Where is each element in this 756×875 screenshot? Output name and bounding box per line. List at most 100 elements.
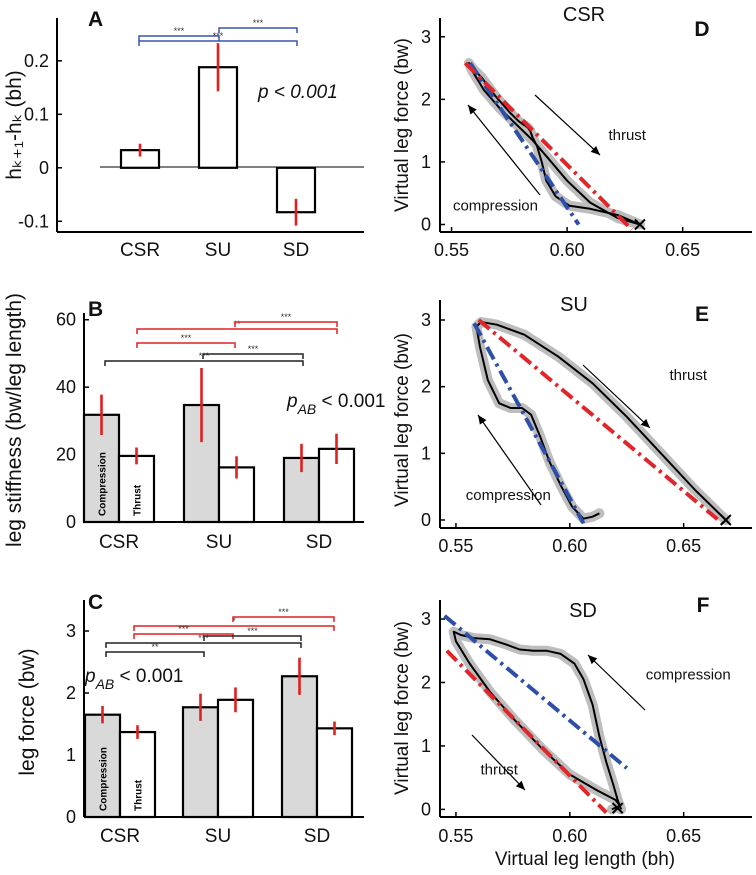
y-tick-label: 0 [66, 512, 76, 532]
end-marker [720, 514, 732, 526]
x-tick-label: 0.55 [438, 826, 473, 846]
phase-label-thrust: thrust [608, 127, 646, 144]
significance-bracket [232, 616, 335, 622]
panel-c-ylabel: leg force (bw) [16, 648, 39, 775]
y-tick-label: 3 [421, 609, 431, 629]
panel-e-ylabel: Virtual leg force (bw) [392, 333, 413, 507]
significance-bracket [104, 360, 304, 366]
bar-su [197, 66, 239, 169]
panel-c-p-value: pAB < 0.001 [84, 666, 183, 692]
y-tick-label: 3 [421, 310, 431, 330]
x-tick-label: SU [205, 240, 231, 261]
significance-bracket [234, 321, 338, 327]
panel-a-ylabel: hₖ₊₁-hₖ (bh) [3, 70, 26, 180]
panel-f-ylabel: Virtual leg force (bw) [392, 621, 413, 795]
panel-a: A hₖ₊₁-hₖ (bh) p < 0.001 -0.1 0 0.1 0.2 CSR S… [3, 8, 364, 261]
significance-stars: * [232, 616, 236, 626]
panel-d: CSR D Virtual leg force (bw) 0 1 2 3 0.55 0.6… [392, 4, 752, 260]
significance-bracket [136, 328, 338, 334]
significance-bracket [202, 353, 304, 359]
panel-a-p-value: p < 0.001 [257, 82, 338, 103]
y-tick-label: 3 [66, 621, 76, 641]
x-tick-label: CSR [120, 240, 160, 261]
panel-b-bars: Compression Thrust [82, 367, 356, 524]
direction-arrow [477, 414, 542, 506]
panel-e: SU E Virtual leg force (bw) 0 1 2 3 0.55 0.60… [392, 294, 752, 556]
y-tick-label: 2 [421, 89, 431, 109]
phase-label-compression: compression [466, 487, 551, 504]
significance-stars: *** [281, 312, 292, 322]
arrow-head [640, 418, 650, 428]
x-tick-label: 0.65 [666, 826, 701, 846]
panel-d-title: CSR [563, 4, 605, 26]
panel-f: SD F Virtual leg force (bw) Virtual leg … [392, 594, 752, 870]
y-tick-label: 0.2 [24, 51, 49, 71]
panel-e-title: SU [560, 294, 588, 316]
significance-bracket [218, 27, 298, 33]
x-tick-label: 0.55 [438, 536, 473, 556]
bar-sd-compression [280, 675, 319, 819]
compression-fit-line [472, 322, 586, 525]
significance-stars: ** [151, 642, 159, 652]
y-tick-label: 0 [421, 510, 431, 530]
significance-bracket [105, 642, 302, 648]
x-tick-label: SD [304, 826, 330, 847]
direction-arrow [467, 104, 541, 196]
significance-stars: *** [248, 344, 259, 354]
x-tick-label: SU [205, 826, 231, 847]
significance-stars: *** [253, 18, 264, 28]
panel-b-p-main: p [286, 391, 298, 412]
panel-b-significance: ************** [104, 312, 338, 366]
arrow-head [590, 145, 600, 155]
end-marker [611, 802, 624, 814]
force-length-curve [467, 62, 641, 226]
panel-c-p-rest: < 0.001 [114, 666, 183, 687]
panel-c-bars: Compression Thrust [83, 657, 354, 819]
y-tick-label: 1 [421, 152, 431, 172]
panel-c-significance: *************** [105, 607, 335, 657]
panel-b-p-rest: < 0.001 [316, 391, 385, 412]
end-marker [634, 218, 646, 231]
panel-d-ylabel: Virtual leg force (bw) [392, 38, 413, 212]
significance-bracket [136, 342, 236, 348]
panel-b-letter: B [88, 298, 103, 321]
x-tick-label: 0.60 [550, 240, 585, 260]
panel-b-p-value: pAB < 0.001 [286, 391, 385, 417]
x-tick-label: 0.60 [552, 826, 587, 846]
panel-f-letter: F [697, 594, 710, 617]
y-tick-label: 1 [66, 745, 76, 765]
panel-a-significance: ********* [138, 18, 298, 46]
x-tick-label: SD [306, 532, 332, 553]
x-tick-label: 0.65 [666, 536, 701, 556]
significance-stars: *** [181, 333, 192, 343]
bar-label-compression: Compression [98, 452, 109, 516]
phase-label-compression: compression [646, 666, 731, 683]
panel-b-ticks: 0 20 40 60 CSR SU SD [56, 310, 332, 553]
significance-bracket [138, 35, 220, 41]
panel-c-ticks: 0 1 2 3 CSR SU SD [66, 621, 330, 847]
panel-c: C leg force (bw) pAB < 0.001 0 1 2 3 CSR SU SD… [16, 591, 364, 847]
panel-a-letter: A [88, 8, 103, 31]
x-tick-label: 0.60 [552, 536, 587, 556]
y-tick-label: -0.1 [18, 211, 49, 231]
thrust-fit-line [477, 318, 724, 525]
significance-stars: *** [178, 624, 189, 634]
bar-label-compression: Compression [99, 747, 110, 811]
phase-label-compression: compression [453, 198, 538, 215]
bar-su-compression [181, 706, 220, 819]
arrow-head [588, 655, 598, 665]
significance-bracket [105, 651, 205, 657]
significance-bracket [203, 635, 302, 641]
y-tick-label: 60 [56, 310, 76, 330]
significance-stars: ** [233, 319, 241, 329]
direction-arrow [587, 654, 646, 711]
x-tick-label: CSR [99, 532, 139, 553]
panel-a-ticks: -0.1 0 0.1 0.2 CSR SU SD [18, 51, 309, 261]
y-tick-label: 0 [421, 799, 431, 819]
direction-arrow [534, 94, 601, 156]
significance-bracket [138, 40, 298, 46]
significance-stars: *** [278, 607, 289, 617]
y-tick-label: 20 [56, 445, 76, 465]
